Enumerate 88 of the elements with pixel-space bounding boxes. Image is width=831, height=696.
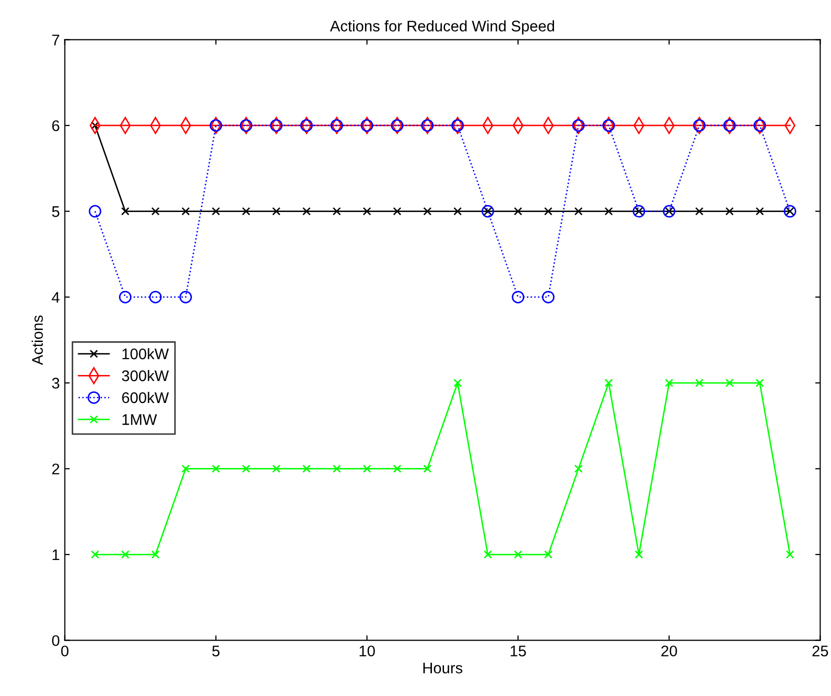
point (332, 464, 341, 473)
x-axis-title: Hours (423, 662, 462, 674)
point (302, 207, 311, 216)
point (121, 207, 130, 216)
y-tick-label: 7 (52, 34, 60, 46)
point (542, 290, 555, 304)
point (300, 119, 313, 132)
legend-label: 600kW (122, 392, 169, 404)
point (360, 119, 374, 132)
point (362, 464, 372, 473)
point (149, 290, 162, 304)
x-tick-label: 5 (212, 646, 220, 656)
point (664, 378, 674, 388)
y-axis-title: Actions (32, 315, 43, 366)
x-tick-label: 15 (510, 646, 526, 656)
point (786, 550, 794, 559)
point (602, 119, 615, 132)
point (604, 378, 613, 388)
point (212, 464, 220, 473)
point (272, 464, 280, 473)
point (182, 464, 190, 473)
point (390, 119, 404, 132)
point (393, 207, 402, 216)
point (572, 119, 585, 132)
point (662, 205, 676, 218)
point (693, 119, 706, 132)
legend-label: 300kW (122, 370, 169, 382)
point (242, 464, 250, 473)
legend-label: 1MW (122, 414, 157, 425)
point (451, 119, 464, 132)
point (632, 205, 646, 218)
point (242, 207, 250, 216)
point (90, 550, 100, 559)
point (270, 119, 283, 132)
point (330, 119, 344, 132)
point (453, 378, 462, 388)
point (574, 464, 583, 473)
point (756, 378, 764, 388)
chart-title: Actions for Reduced Wind Speed (330, 20, 554, 35)
point (634, 550, 644, 559)
point (514, 550, 522, 559)
point (179, 290, 192, 304)
point (151, 550, 160, 559)
point (272, 207, 280, 216)
y-tick-label: 3 (52, 378, 60, 389)
point (119, 290, 132, 304)
point (544, 207, 552, 216)
y-tick-label: 1 (52, 550, 60, 560)
point (725, 207, 734, 216)
point (574, 207, 583, 216)
point (121, 550, 130, 559)
point (423, 207, 432, 216)
point (212, 207, 220, 216)
point (514, 207, 522, 216)
point (482, 205, 494, 218)
point (512, 290, 524, 304)
y-tick-label: 4 (52, 292, 60, 303)
point (421, 119, 434, 132)
point (453, 207, 462, 216)
x-tick-label: 20 (661, 646, 678, 656)
point (302, 464, 311, 473)
y-tick-label: 2 (52, 464, 60, 474)
point (151, 207, 160, 216)
point (484, 550, 492, 559)
point (695, 378, 704, 388)
x-tick-label: 0 (61, 646, 68, 656)
y-tick-label: 0 (52, 635, 60, 646)
y-tick-label: 6 (52, 120, 60, 132)
point (756, 207, 764, 216)
point (210, 119, 222, 132)
point (695, 207, 704, 216)
point (88, 205, 102, 218)
point (362, 207, 372, 216)
x-tick-label: 25 (812, 646, 828, 656)
point (725, 378, 734, 388)
point (784, 205, 796, 218)
point (423, 464, 432, 473)
point (393, 464, 402, 473)
point (544, 550, 552, 559)
point (754, 119, 766, 132)
point (723, 119, 736, 132)
legend-label: 100kW (122, 348, 169, 360)
x-tick-label: 10 (360, 646, 375, 656)
y-tick-label: 5 (52, 206, 60, 217)
point (604, 207, 613, 216)
point (182, 207, 190, 216)
point (240, 119, 252, 132)
point (332, 207, 341, 216)
